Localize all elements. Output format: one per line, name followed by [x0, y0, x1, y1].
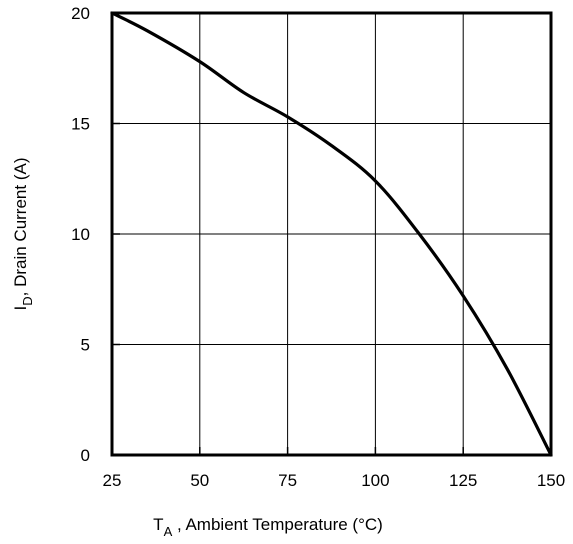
y-tick-label: 15: [71, 115, 90, 134]
y-tick-label: 20: [71, 4, 90, 23]
x-tick-label: 100: [361, 471, 389, 490]
y-tick-label: 10: [71, 225, 90, 244]
grid-lines: [112, 13, 551, 455]
y-axis-label: ID, Drain Current (A): [11, 158, 35, 311]
x-tick-labels: 25 50 75 100 125 150: [103, 471, 566, 490]
y-tick-label: 5: [81, 336, 90, 355]
series-line: [110, 11, 553, 457]
x-tick-label: 150: [537, 471, 565, 490]
x-tick-label: 125: [449, 471, 477, 490]
x-axis-label: TA , Ambient Temperature (°C): [153, 515, 383, 539]
x-tick-label: 50: [190, 471, 209, 490]
x-tick-label: 25: [103, 471, 122, 490]
x-tick-label: 75: [278, 471, 297, 490]
y-tick-labels: 0 5 10 15 20: [71, 4, 90, 465]
y-tick-label: 0: [81, 446, 90, 465]
